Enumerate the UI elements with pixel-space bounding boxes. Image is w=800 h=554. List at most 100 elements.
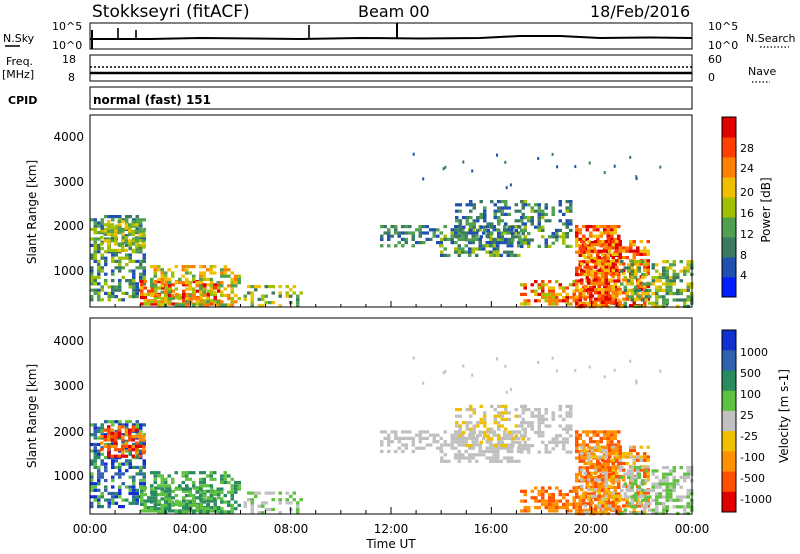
velocity-cell (206, 510, 210, 514)
velocity-cell (227, 510, 231, 514)
power-cell (250, 285, 254, 289)
power-cell (569, 283, 573, 287)
power-cell (100, 229, 104, 233)
velocity-cell (648, 508, 652, 512)
velocity-cell (199, 477, 203, 481)
power-cell (601, 288, 605, 292)
velocity-cell (634, 482, 638, 486)
velocity-cell (611, 445, 615, 449)
power-cell (506, 241, 510, 245)
power-cell (592, 247, 596, 251)
power-cell (285, 285, 289, 289)
power-cell (596, 228, 600, 232)
velocity-cell (548, 506, 552, 510)
velocity-cell (128, 431, 132, 435)
power-cell (615, 240, 619, 244)
power-cell (174, 281, 178, 285)
power-cell (93, 231, 97, 235)
power-cell (237, 274, 241, 278)
power-cell (520, 228, 524, 232)
power-cell (617, 285, 621, 289)
power-cell (167, 268, 171, 272)
power-cell (157, 286, 161, 290)
velocity-cell (97, 505, 101, 509)
power-cell (580, 304, 584, 308)
power-cell (530, 289, 534, 293)
velocity-cell (185, 503, 189, 507)
power-cell (97, 288, 101, 292)
power-cell (582, 260, 586, 264)
power-cell (223, 274, 227, 278)
velocity-cell (590, 501, 594, 505)
velocity-cell (100, 446, 104, 450)
power-cell (118, 218, 122, 222)
velocity-cell (615, 475, 619, 479)
power-cell (669, 292, 673, 296)
velocity-cell (686, 505, 690, 509)
velocity-cell (139, 472, 143, 476)
velocity-cell (168, 489, 172, 493)
power-cell (630, 272, 634, 276)
velocity-cell (603, 463, 607, 467)
power-cell (646, 252, 650, 256)
power-cell (615, 265, 619, 269)
power-cell (124, 239, 128, 243)
velocity-cell (160, 507, 164, 511)
power-cell (254, 288, 258, 292)
power-cell (587, 291, 591, 295)
velocity-cell (592, 440, 596, 444)
power-cell (511, 238, 515, 242)
velocity-cell (450, 446, 454, 450)
velocity-cell (100, 435, 104, 439)
velocity-cell (578, 433, 582, 437)
power-cell (289, 294, 293, 298)
power-cell (562, 296, 566, 300)
power-ytick: 2000 (53, 219, 84, 233)
velocity-cell (167, 484, 171, 488)
power-cell (589, 241, 593, 245)
velocity-cell (569, 450, 573, 454)
power-cell (150, 277, 154, 281)
power-cbar-segment (722, 117, 736, 138)
velocity-cell (569, 502, 573, 506)
velocity-cell (686, 466, 690, 470)
velocity-cell (411, 440, 415, 444)
power-cell (520, 216, 524, 220)
power-cell (604, 265, 608, 269)
velocity-cell (139, 426, 143, 430)
velocity-cell (213, 489, 217, 493)
power-cell (611, 243, 615, 247)
velocity-cell (493, 417, 497, 421)
power-cell (497, 219, 501, 223)
power-cell (637, 288, 641, 292)
power-cell (160, 271, 164, 275)
power-cell (625, 246, 629, 250)
power-cell (450, 237, 454, 241)
velocity-cell (227, 503, 231, 507)
velocity-cell (168, 499, 172, 503)
power-cell (121, 266, 125, 270)
velocity-cell (195, 490, 199, 494)
velocity-cell (499, 459, 503, 463)
velocity-cell (558, 414, 562, 418)
power-cell (611, 256, 615, 260)
velocity-cell (611, 504, 615, 508)
power-cell (469, 225, 473, 229)
velocity-cell (669, 482, 673, 486)
power-cell (443, 253, 447, 257)
velocity-cell (583, 461, 587, 466)
power-cell (575, 285, 579, 289)
velocity-cell (100, 426, 104, 430)
velocity-cell (110, 454, 114, 458)
velocity-cell (596, 440, 600, 444)
power-cell (114, 285, 118, 289)
velocity-cell (582, 508, 586, 512)
power-cell (644, 288, 648, 292)
velocity-cell (575, 456, 579, 460)
velocity-cell (447, 459, 451, 463)
power-cell (143, 299, 147, 303)
velocity-cell (250, 504, 254, 508)
velocity-cell (164, 493, 168, 497)
power-cell (164, 297, 168, 301)
power-cell (142, 242, 146, 246)
